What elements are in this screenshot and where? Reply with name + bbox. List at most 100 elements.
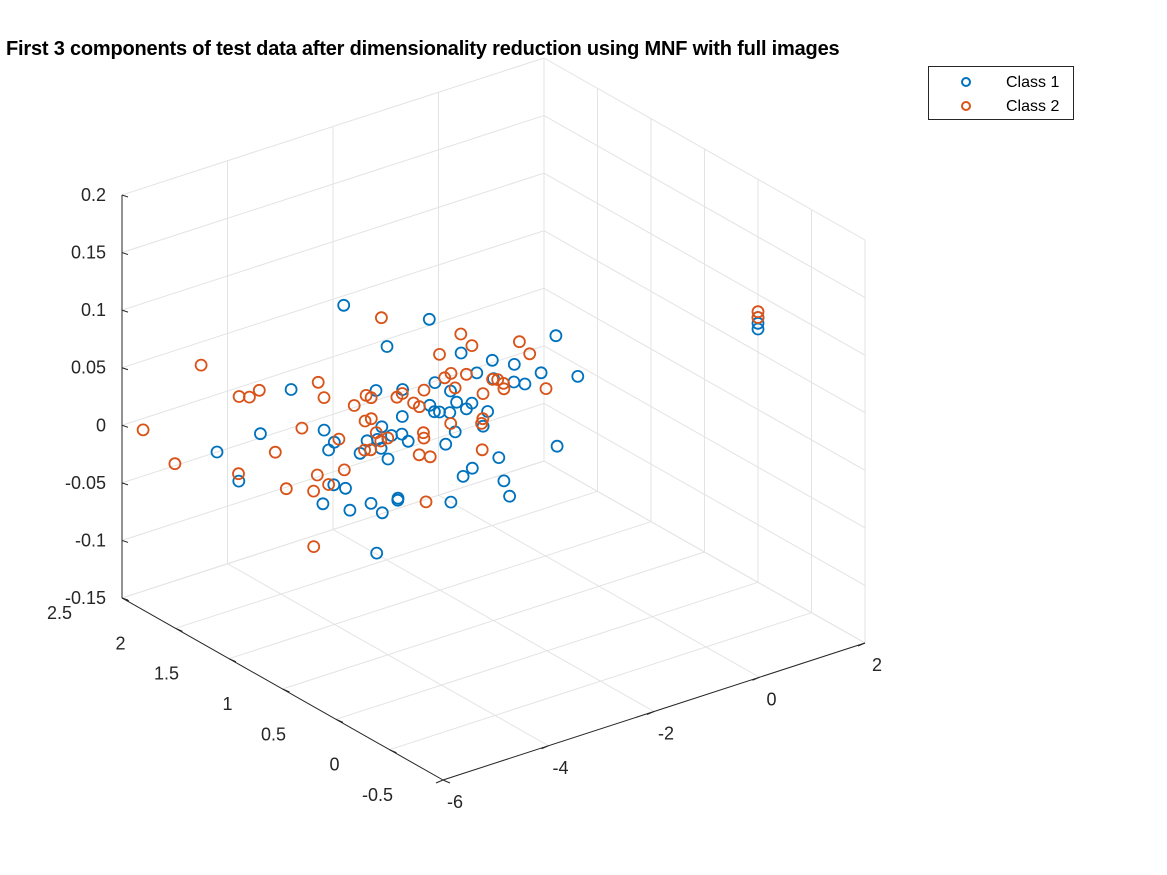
data-point-class-1 (456, 469, 470, 483)
data-point-class-2 (448, 381, 462, 395)
z-tick-label: 0.05 (71, 358, 106, 378)
data-point-class-1 (327, 478, 341, 492)
data-point-class-1 (507, 357, 521, 371)
data-point-class-2 (168, 457, 182, 471)
data-point-class-1 (450, 395, 464, 409)
x-tick-mark (857, 642, 866, 647)
data-point-class-1 (210, 445, 224, 459)
x-tick-label: 0 (766, 689, 776, 709)
grid-line (389, 612, 812, 751)
x-tick-mark (752, 676, 760, 681)
y-tick-mark (228, 658, 237, 663)
data-point-class-1 (470, 366, 484, 380)
y-tick-mark (389, 749, 397, 754)
data-point-class-2 (491, 373, 505, 387)
data-point-class-1 (395, 410, 409, 423)
data-point-class-2 (252, 383, 266, 397)
data-point-class-2 (390, 390, 404, 404)
data-point-class-2 (751, 311, 765, 324)
data-point-class-2 (322, 478, 336, 491)
data-point-class-2 (232, 390, 246, 403)
data-point-class-2 (539, 382, 553, 396)
legend-marker-class-1 (961, 77, 971, 87)
data-point-class-1 (322, 443, 336, 457)
data-point-class-1 (443, 406, 457, 420)
grid-line (121, 115, 545, 254)
data-point-class-2 (412, 448, 426, 462)
data-point-class-1 (427, 405, 441, 419)
data-point-class-1 (381, 452, 395, 466)
data-point-class-2 (381, 431, 395, 445)
data-point-class-1 (518, 377, 532, 391)
x-tick-label: -6 (447, 792, 463, 812)
y-tick-label: -0.5 (362, 785, 393, 805)
data-point-class-2 (459, 367, 473, 381)
x-tick-mark (541, 745, 549, 750)
data-point-class-2 (486, 372, 500, 386)
grid-line (543, 172, 866, 356)
data-point-class-1 (465, 461, 479, 475)
legend-entry-class-2: Class 2 (929, 95, 1073, 119)
data-point-class-2 (347, 399, 361, 412)
z-tick-label: -0.1 (75, 530, 106, 550)
data-point-class-2 (419, 495, 433, 509)
legend: Class 1 Class 2 (928, 66, 1074, 120)
grid-line (121, 287, 545, 426)
data-point-class-2 (307, 484, 321, 498)
data-point-class-2 (242, 390, 256, 404)
z-tick-label: -0.05 (65, 473, 106, 493)
legend-label-class-2: Class 2 (1006, 98, 1060, 115)
legend-marker-class-2 (961, 101, 971, 111)
data-point-class-2 (423, 450, 437, 464)
grid-line (335, 581, 759, 720)
data-point-class-1 (395, 427, 409, 441)
grid-line (543, 115, 866, 299)
chart-title: First 3 components of test data after di… (6, 38, 840, 60)
data-point-class-2 (476, 412, 490, 426)
data-point-class-2 (337, 463, 351, 477)
x-tick-mark (435, 779, 444, 784)
y-tick-label: 1.5 (154, 664, 179, 684)
data-point-class-2 (465, 339, 479, 353)
x-tick-mark (646, 711, 655, 715)
legend-entry-class-1: Class 1 (929, 71, 1073, 95)
data-point-class-2 (364, 391, 378, 405)
data-point-class-2 (513, 335, 526, 349)
grid-line (282, 551, 705, 690)
data-point-class-2 (438, 371, 452, 385)
y-tick-mark (282, 688, 290, 693)
x-tick-label: 2 (872, 655, 882, 675)
data-points (136, 298, 765, 560)
data-point-class-1 (380, 340, 394, 353)
data-point-class-2 (317, 391, 331, 405)
grid-line (543, 345, 866, 529)
y-tick-mark (442, 779, 451, 784)
grid-line (543, 57, 866, 241)
z-tick-label: 0.15 (71, 243, 106, 263)
grid-line (121, 402, 545, 541)
data-point-class-2 (295, 421, 309, 435)
z-tick-mark (121, 309, 129, 313)
data-point-class-2 (407, 396, 421, 410)
grid-line (121, 172, 545, 311)
data-point-class-1 (337, 298, 351, 312)
data-point-class-2 (358, 443, 372, 457)
data-point-class-2 (433, 347, 446, 361)
data-point-class-2 (194, 358, 208, 372)
data-point-class-1 (465, 396, 479, 410)
data-point-class-1 (343, 503, 357, 517)
y-tick-label: 2 (115, 633, 125, 653)
grid-line (228, 521, 652, 660)
grid-line (543, 402, 866, 586)
axis-lines (121, 194, 866, 784)
grid-line (121, 57, 545, 196)
z-tick-label: -0.15 (65, 588, 106, 608)
y-tick-label: 2.5 (47, 603, 72, 623)
grid-line (543, 287, 866, 471)
data-point-class-2 (417, 431, 431, 445)
data-point-class-1 (316, 497, 330, 511)
tick-labels: -6 -4 -2 0 2 -0.5 0 0.5 1 1.5 2 2.5-0.15 -0.1 -0.05 0 0… (47, 185, 882, 812)
data-point-class-1 (534, 366, 548, 380)
y-tick-label: 1 (222, 694, 232, 714)
